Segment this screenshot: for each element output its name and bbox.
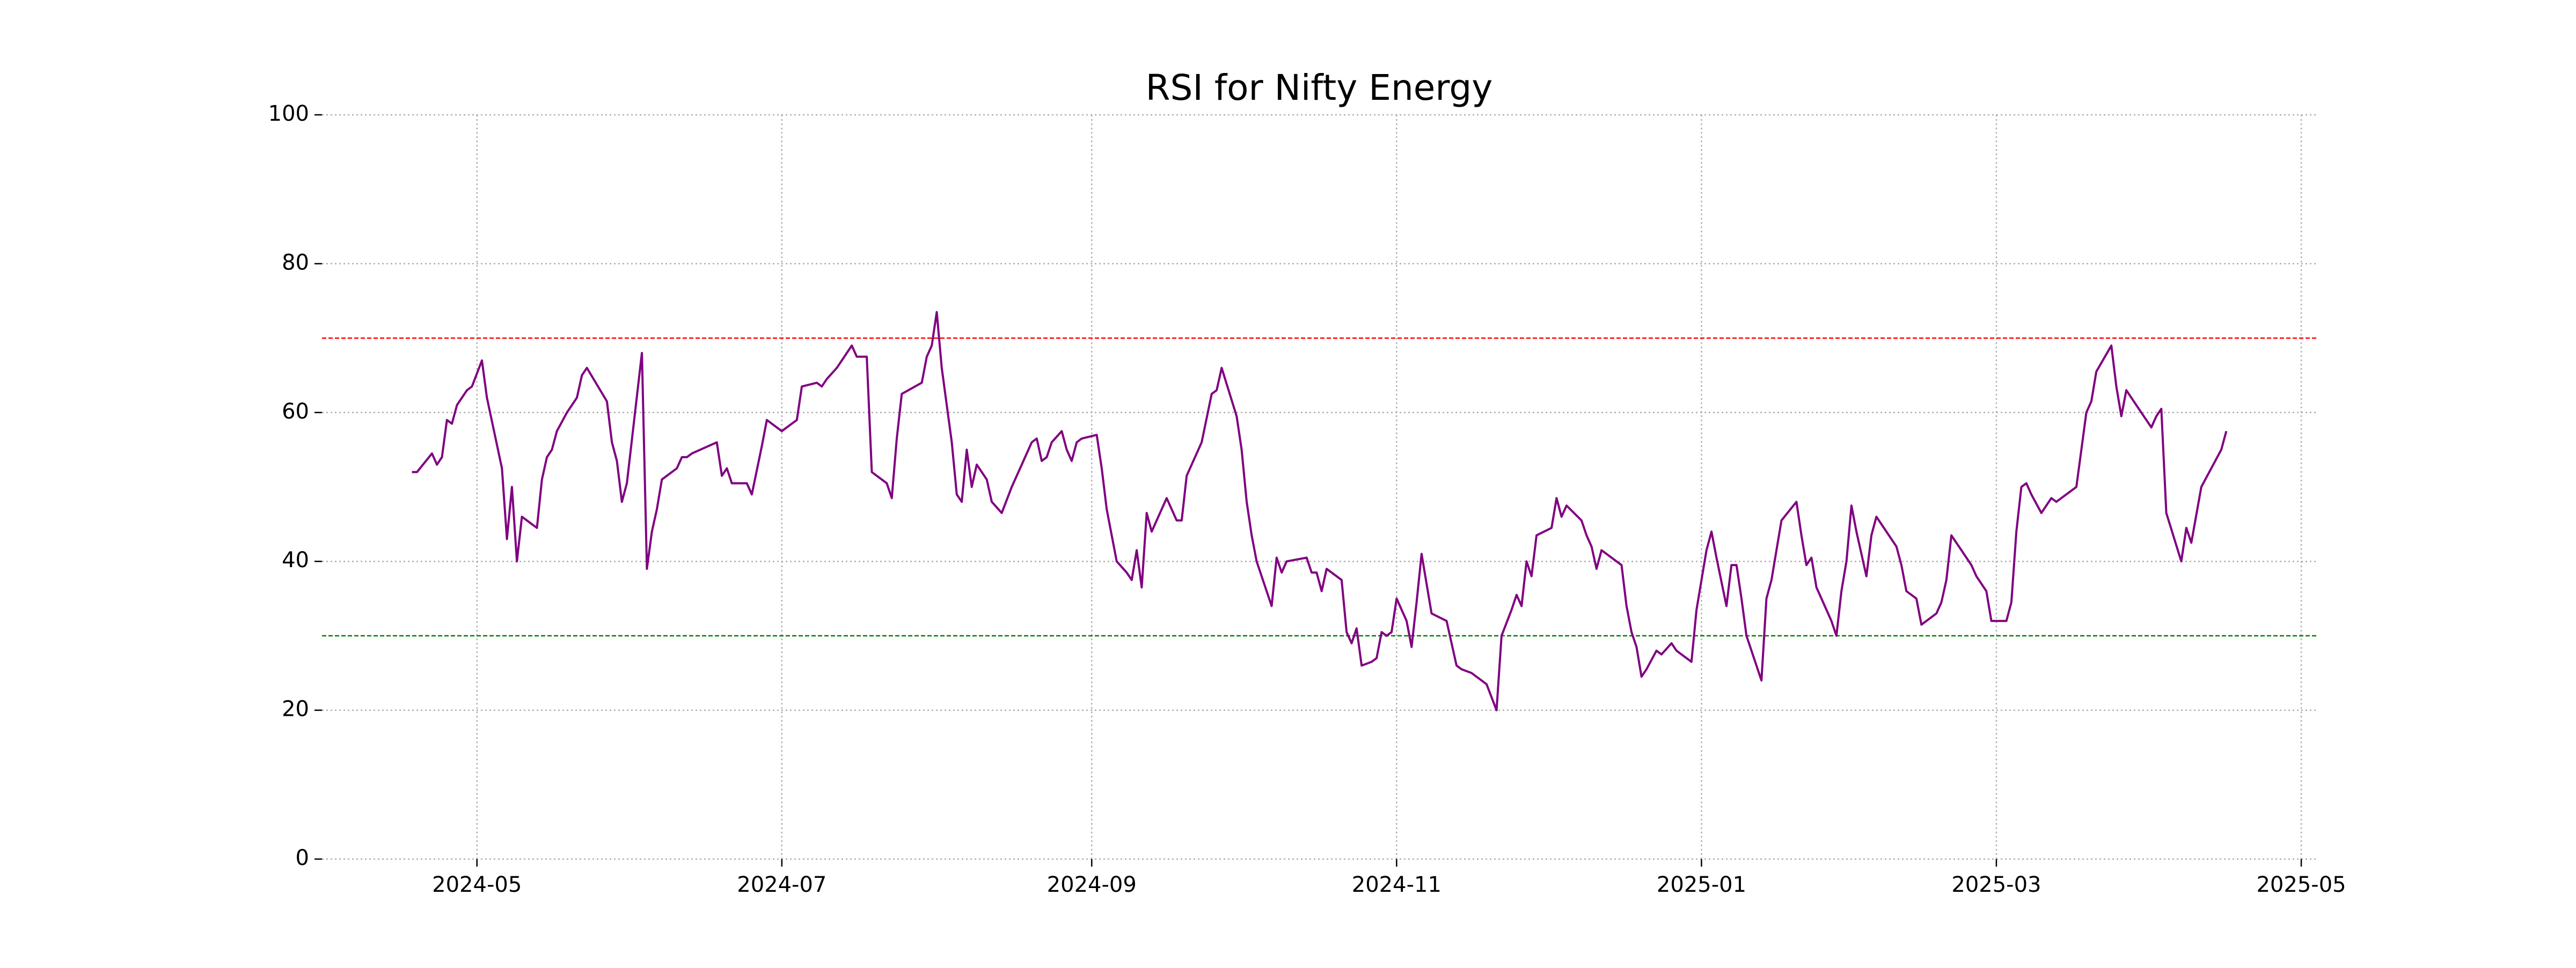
x-tick-label: 2024-07 [737,872,826,897]
axes: 0 20 40 60 80 100 2024-05 2024-07 2024-09 2024-11… [268,101,2346,897]
plot-area [322,311,2316,712]
y-tick-label: 80 [282,250,309,275]
y-tick-label: 60 [282,399,309,424]
x-tick-label: 2024-11 [1352,872,1441,897]
x-tick-label: 2025-03 [1951,872,2041,897]
y-tick-label: 40 [282,548,309,573]
grid [322,114,2316,860]
x-tick-label: 2025-05 [2256,872,2346,897]
x-tick-label: 2025-01 [1657,872,1746,897]
y-tick-label: 20 [282,697,309,722]
y-tick-label: 100 [268,101,309,126]
x-tick-label: 2024-09 [1047,872,1137,897]
chart-title: RSI for Nifty Energy [1146,67,1493,108]
y-tick-label: 0 [296,846,309,870]
rsi-line [412,311,2228,712]
x-tick-label: 2024-05 [432,872,522,897]
